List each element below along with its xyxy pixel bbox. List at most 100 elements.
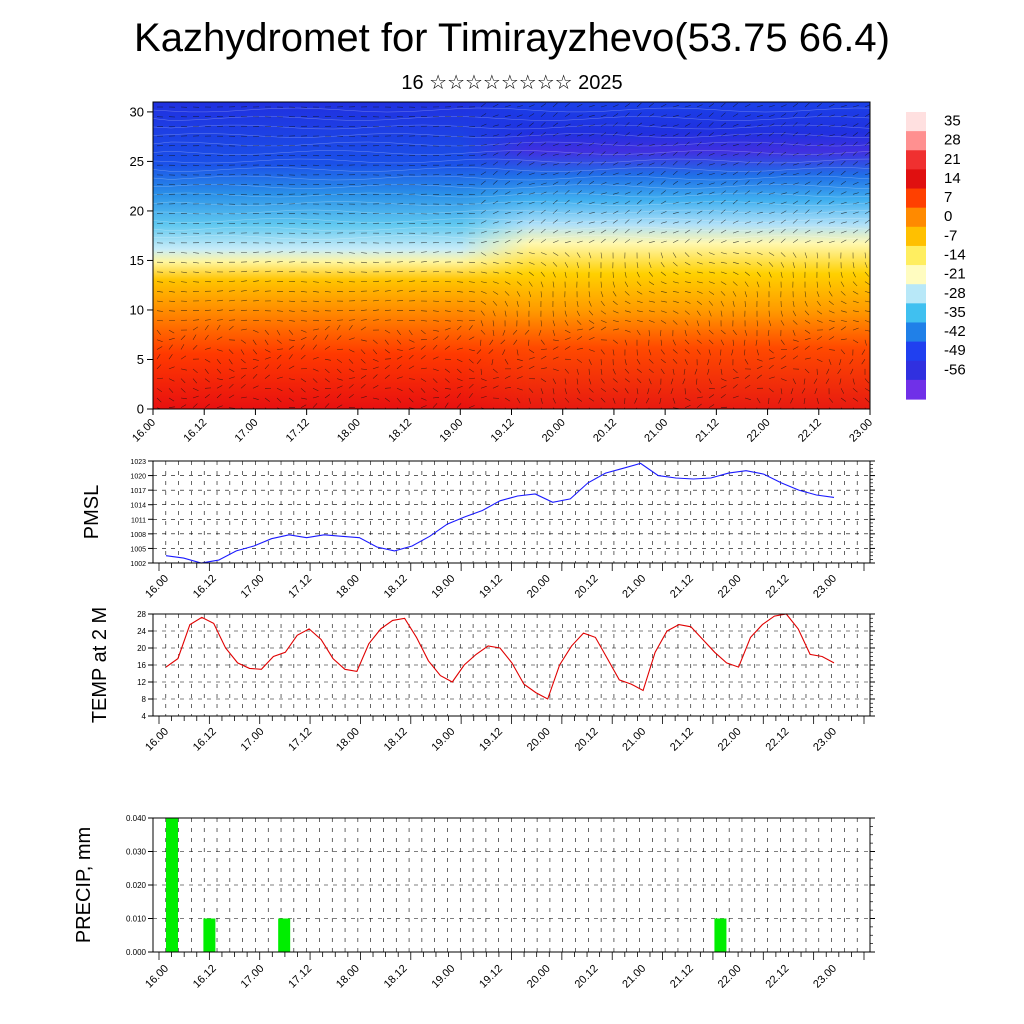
heatmap-y-tick-label: 5 (137, 352, 144, 367)
x-tick-label: 21.12 (668, 963, 696, 991)
precip-panel: 0.000 0.010 0.020 0.030 0.040 16.00 16.12 17.0… (73, 814, 875, 991)
colorbar-swatch (906, 284, 926, 304)
temp-series-line (165, 613, 835, 700)
precip-ylabel: PRECIP, mm (73, 827, 95, 943)
heatmap-y-axis: 0 5 10 15 20 25 30 (130, 104, 153, 417)
temp-x-axis: 16.00 16.12 17.00 17.12 18.00 18.12 19.00 19.12… (143, 716, 865, 754)
precip-bars (166, 818, 727, 952)
colorbar-label: 0 (944, 208, 952, 225)
chart-subtitle: 16 ☆☆☆☆☆☆☆☆ 2025 (401, 72, 623, 94)
colorbar-swatch (906, 265, 926, 285)
pmsl-grid (153, 460, 870, 564)
colorbar-label: -21 (944, 266, 966, 283)
x-tick-label: 22.12 (763, 726, 791, 754)
heatmap-x-tick-label: 20.00 (540, 417, 568, 445)
heatmap-y-tick-label: 25 (130, 154, 144, 169)
colorbar-label: -14 (944, 247, 966, 264)
colorbar-label: 28 (944, 132, 961, 149)
temp-ylabel: TEMP at 2 M (89, 607, 111, 723)
colorbar-label: 35 (944, 113, 961, 130)
y-tick-label: 24 (137, 627, 146, 636)
colorbar-swatch (906, 112, 926, 132)
heatmap-x-tick-label: 19.12 (489, 417, 517, 445)
y-tick-label: 0.040 (126, 814, 147, 823)
y-tick-label: 8 (142, 695, 147, 704)
heatmap-x-tick-label: 21.00 (642, 417, 670, 445)
colorbar-swatch (906, 303, 926, 324)
colorbar-swatch (906, 360, 926, 381)
contour-lines (153, 107, 870, 240)
x-tick-label: 17.12 (286, 726, 314, 754)
x-tick-label: 18.00 (334, 573, 362, 601)
x-tick-label: 21.12 (668, 573, 696, 601)
x-tick-label: 23.00 (811, 573, 839, 601)
y-tick-label: 12 (137, 678, 146, 687)
heatmap-y-tick-label: 30 (130, 104, 144, 119)
x-tick-label: 16.00 (143, 726, 171, 754)
y-tick-label: 0.030 (126, 848, 147, 857)
colorbar-swatch (906, 245, 926, 266)
x-tick-label: 21.00 (620, 726, 648, 754)
x-tick-label: 19.12 (477, 573, 505, 601)
x-tick-label: 16.12 (191, 726, 219, 754)
x-tick-label: 21.00 (620, 573, 648, 601)
heatmap-y-tick-label: 20 (130, 203, 144, 218)
colorbar-label: 7 (944, 189, 952, 206)
colorbar-label: -49 (944, 342, 966, 359)
y-tick-label: 1005 (130, 546, 146, 553)
wind-vectors (153, 102, 870, 409)
pmsl-y-axis: 1002 1005 1008 1011 1014 1017 1020 1023 (130, 459, 875, 568)
colorbar-swatch (906, 131, 926, 151)
x-tick-label: 17.12 (286, 573, 314, 601)
colorbar-swatch (906, 341, 926, 362)
y-tick-label: 4 (142, 712, 147, 721)
wind-vector-set (156, 102, 870, 409)
y-tick-label: 0.000 (126, 948, 147, 957)
chart-title: Kazhydromet for Timirayzhevo(53.75 66.4) (134, 16, 890, 60)
pmsl-ylabel: PMSL (81, 485, 103, 539)
temp-grid (153, 613, 870, 717)
x-tick-label: 20.00 (525, 573, 553, 601)
x-tick-label: 20.12 (573, 573, 601, 601)
colorbar-label: -56 (944, 361, 966, 378)
heatmap-x-tick-label: 19.00 (437, 417, 465, 445)
x-tick-label: 18.00 (334, 963, 362, 991)
x-tick-label: 23.00 (811, 963, 839, 991)
colorbar-swatch (906, 226, 926, 247)
colorbar-label: 14 (944, 170, 961, 187)
x-tick-label: 19.00 (429, 726, 457, 754)
colorbar-label: -28 (944, 285, 966, 302)
heatmap-x-tick-label: 18.12 (386, 417, 414, 445)
y-tick-label: 1020 (130, 474, 146, 481)
precip-y-axis: 0.000 0.010 0.020 0.030 0.040 (126, 814, 875, 957)
heatmap-x-tick-label: 17.00 (233, 417, 261, 445)
x-tick-label: 21.12 (668, 726, 696, 754)
heatmap-x-tick-label: 23.00 (847, 417, 875, 445)
y-tick-label: 1008 (130, 532, 146, 539)
colorbar-label: -7 (944, 227, 957, 244)
heatmap-y-tick-label: 10 (130, 302, 144, 317)
colorbar-swatch (906, 188, 926, 209)
precip-bar (203, 918, 216, 952)
heatmap-x-tick-label: 16.00 (130, 417, 158, 445)
pmsl-x-axis: 16.00 16.12 17.00 17.12 18.00 18.12 19.00 19.12… (143, 563, 865, 601)
x-tick-label: 19.12 (477, 726, 505, 754)
heatmap-x-tick-label: 21.12 (694, 417, 722, 445)
colorbar-swatch (906, 169, 926, 190)
x-tick-label: 18.12 (382, 726, 410, 754)
y-tick-label: 0.020 (126, 881, 147, 890)
heatmap-panel: 0 5 10 15 20 25 30 16.00 16.12 17.00 17.12 18.00 18… (130, 101, 875, 445)
heatmap-y-tick-label: 0 (137, 402, 144, 417)
colorbar-swatch (906, 379, 926, 400)
colorbar-swatches (906, 112, 926, 400)
y-tick-label: 1011 (131, 517, 146, 524)
colorbar-label: 21 (944, 151, 961, 168)
x-tick-label: 22.00 (716, 963, 744, 991)
colorbar-label: -35 (944, 304, 966, 321)
precip-bar (166, 818, 178, 952)
x-tick-label: 16.00 (143, 963, 171, 991)
x-tick-label: 18.00 (334, 726, 362, 754)
x-tick-label: 22.12 (763, 573, 791, 601)
y-tick-label: 20 (137, 644, 146, 653)
